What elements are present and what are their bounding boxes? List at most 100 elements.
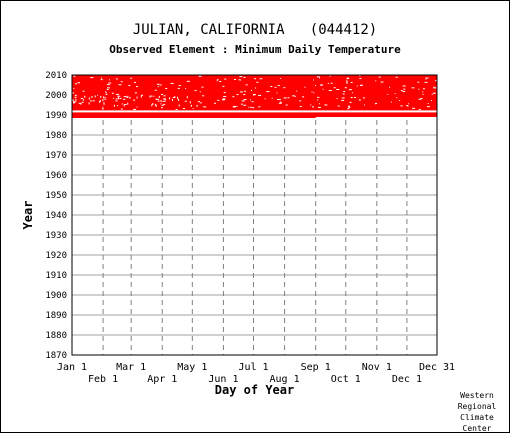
missing-speck	[320, 84, 322, 86]
missing-speck	[88, 102, 90, 105]
missing-gap	[72, 110, 437, 113]
missing-speck	[276, 92, 278, 94]
missing-speck	[170, 82, 174, 84]
missing-speck	[418, 98, 422, 100]
missing-speck	[280, 77, 282, 79]
x-tick-label: Apr 1	[147, 374, 177, 385]
missing-speck	[259, 78, 263, 80]
missing-speck	[178, 85, 181, 87]
data-block	[72, 75, 437, 117]
missing-speck	[134, 92, 137, 94]
missing-speck	[134, 81, 137, 83]
missing-speck	[123, 96, 127, 98]
missing-speck	[115, 98, 118, 100]
missing-speck	[408, 103, 410, 105]
missing-speck	[77, 82, 79, 84]
missing-speck	[75, 98, 77, 101]
missing-speck	[161, 93, 164, 95]
y-tick-label: 1980	[45, 131, 67, 141]
missing-speck	[80, 102, 82, 105]
missing-speck	[223, 95, 227, 97]
missing-speck	[99, 100, 101, 103]
missing-speck	[433, 87, 437, 89]
missing-speck	[155, 103, 157, 106]
missing-speck	[221, 99, 225, 101]
missing-speck	[152, 102, 154, 105]
missing-speck	[184, 100, 187, 102]
missing-speck	[192, 108, 194, 110]
missing-speck	[90, 99, 92, 102]
credit-line: Western	[460, 391, 494, 400]
missing-speck	[160, 107, 163, 109]
missing-speck	[350, 97, 353, 99]
missing-speck	[283, 97, 287, 99]
x-tick-label: Dec 31	[419, 362, 455, 373]
missing-speck	[141, 94, 144, 96]
missing-speck	[129, 96, 131, 99]
missing-speck	[198, 75, 202, 77]
missing-speck	[133, 99, 136, 101]
missing-speck	[171, 98, 173, 101]
missing-speck	[196, 105, 199, 107]
missing-speck	[236, 105, 238, 107]
missing-speck	[254, 87, 256, 89]
missing-speck	[213, 102, 216, 104]
missing-speck	[241, 100, 245, 102]
missing-speck	[136, 86, 139, 88]
missing-speck	[123, 104, 125, 107]
missing-speck	[232, 96, 235, 98]
missing-speck	[276, 98, 280, 100]
missing-speck	[327, 82, 329, 84]
missing-speck	[163, 95, 166, 97]
x-tick-label: Oct 1	[331, 374, 361, 385]
y-tick-label: 1990	[45, 111, 67, 121]
missing-speck	[78, 82, 81, 84]
missing-speck	[250, 106, 253, 108]
missing-speck	[234, 78, 237, 80]
missing-speck	[311, 106, 314, 108]
missing-speck	[296, 90, 298, 92]
x-tick-label: Mar 1	[116, 362, 146, 373]
missing-speck	[101, 108, 104, 110]
missing-speck	[270, 86, 273, 88]
y-tick-label: 1920	[45, 251, 67, 261]
missing-speck	[256, 81, 259, 83]
missing-speck	[336, 88, 340, 90]
missing-speck	[322, 88, 324, 90]
missing-speck	[105, 92, 107, 94]
missing-speck	[394, 92, 396, 94]
missing-speck	[378, 76, 381, 78]
missing-speck	[380, 81, 384, 83]
missing-speck	[283, 87, 286, 89]
missing-speck	[177, 87, 180, 89]
missing-speck	[172, 97, 175, 99]
missing-speck	[165, 87, 167, 89]
missing-speck	[127, 95, 129, 98]
missing-speck	[251, 89, 253, 91]
missing-speck	[279, 99, 281, 101]
missing-speck	[90, 77, 94, 79]
missing-speck	[120, 81, 123, 83]
missing-speck	[149, 95, 151, 98]
missing-speck	[80, 97, 83, 99]
x-tick-label: Jan 1	[57, 362, 87, 373]
credit-block: Western Regional Climate Center	[452, 390, 502, 434]
missing-speck	[186, 96, 188, 99]
missing-speck	[294, 95, 296, 97]
missing-speck	[84, 95, 86, 98]
missing-speck	[199, 91, 201, 93]
missing-speck	[243, 99, 247, 101]
missing-speck	[347, 108, 350, 110]
missing-speck	[279, 101, 282, 103]
missing-speck	[299, 100, 302, 102]
missing-speck	[400, 90, 403, 92]
missing-speck	[264, 98, 266, 100]
missing-speck	[236, 94, 239, 96]
missing-speck	[203, 106, 207, 108]
missing-speck	[163, 103, 166, 105]
missing-speck	[304, 86, 306, 88]
missing-speck	[343, 91, 346, 93]
missing-speck	[287, 97, 290, 99]
y-tick-label: 1890	[45, 311, 67, 321]
missing-speck	[111, 92, 114, 94]
